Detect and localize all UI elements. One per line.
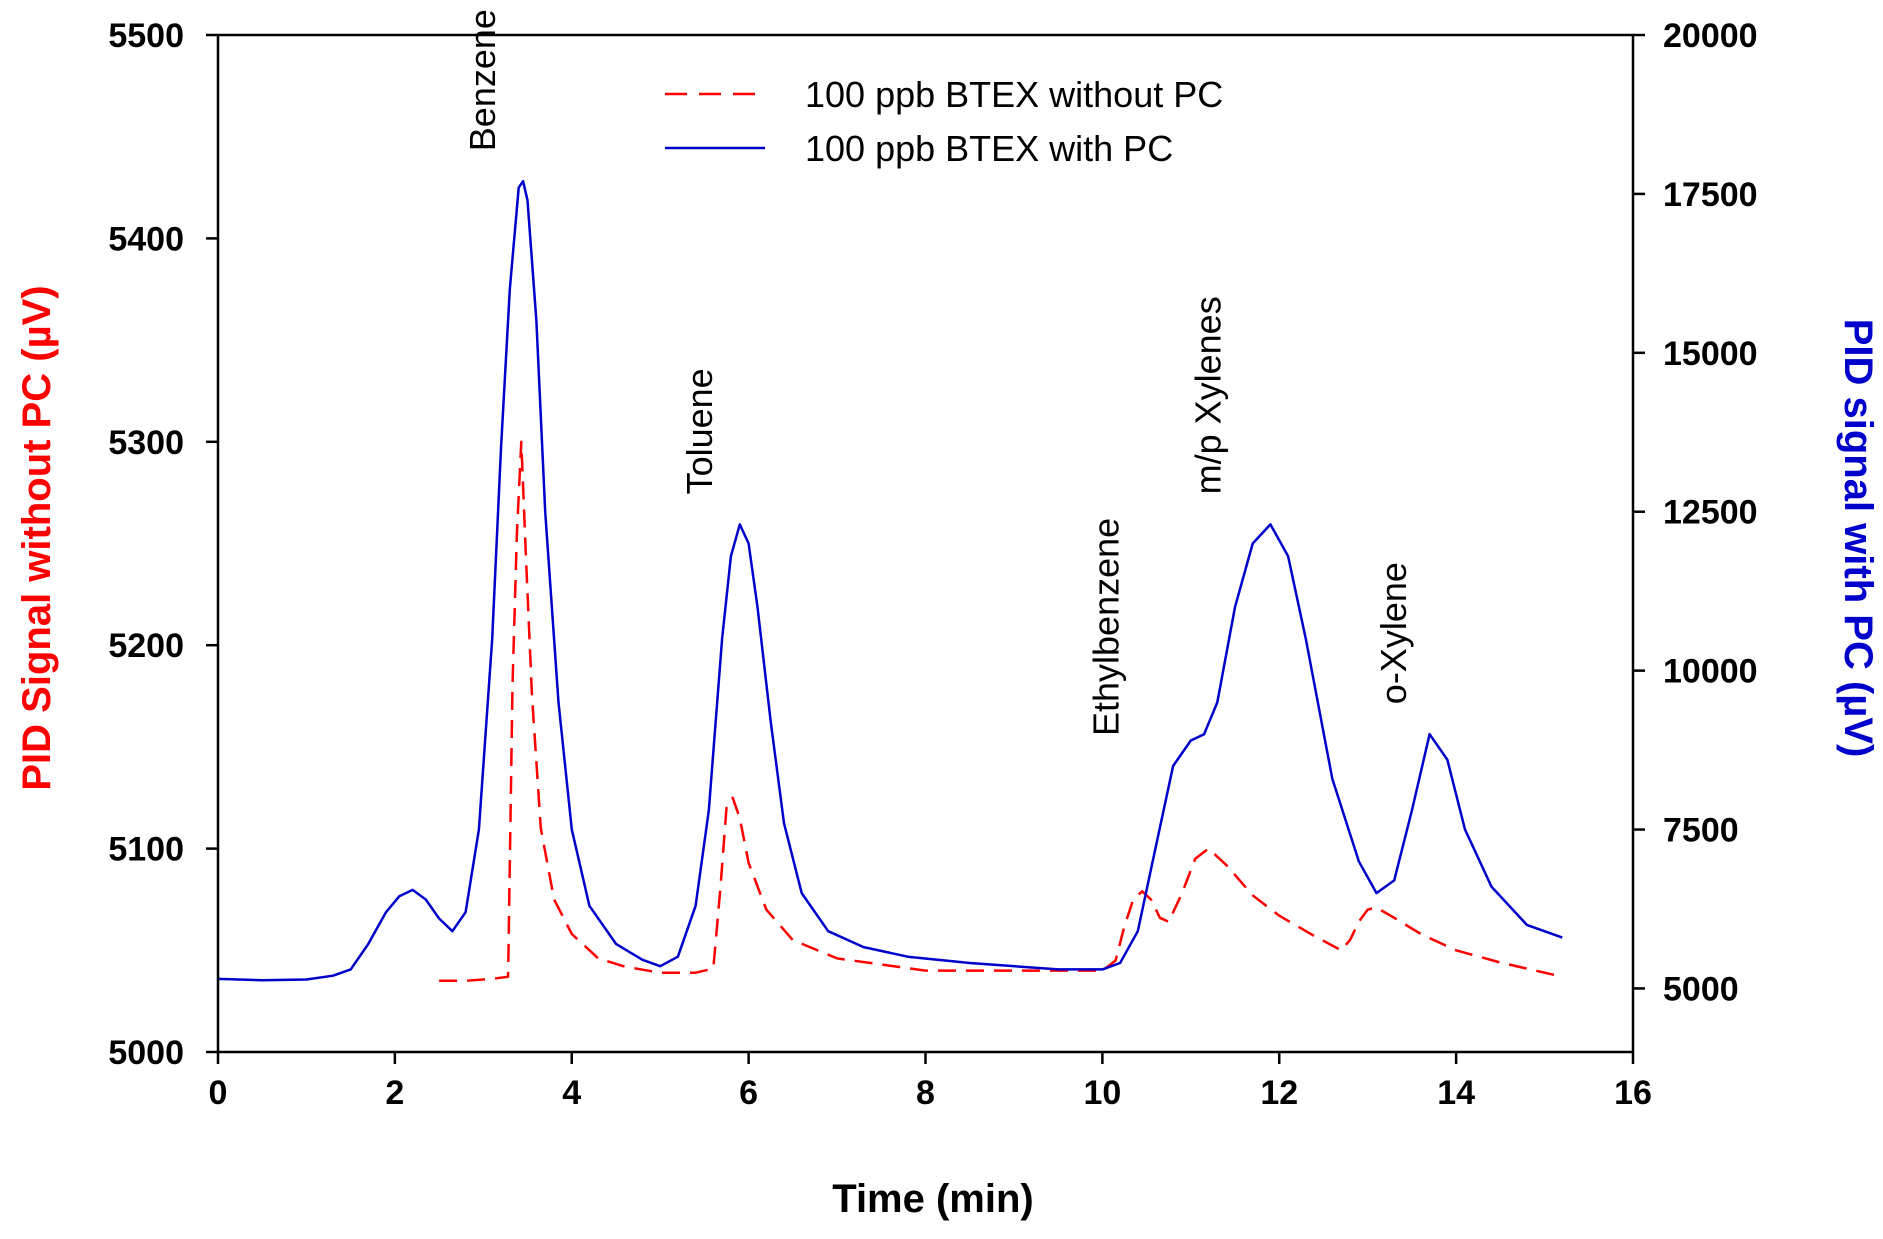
x-tick-label: 14 <box>1437 1074 1475 1112</box>
right-y-tick-label: 15000 <box>1663 335 1758 373</box>
x-tick-label: 12 <box>1260 1074 1298 1112</box>
right-y-axis-title: PID signal with PC (µV) <box>1836 319 1880 758</box>
x-tick-label: 8 <box>916 1074 935 1112</box>
right-y-tick-label: 5000 <box>1663 970 1739 1008</box>
peak-label: o-Xylene <box>1373 562 1414 704</box>
left-y-tick-label: 5400 <box>108 220 184 258</box>
x-axis-title: Time (min) <box>832 1177 1034 1221</box>
left-y-axis-title: PID Signal without PC (µV) <box>15 285 59 790</box>
legend-label-with-pc: 100 ppb BTEX with PC <box>805 128 1173 169</box>
right-y-tick-label: 20000 <box>1663 17 1758 55</box>
x-tick-label: 4 <box>562 1074 581 1112</box>
legend-label-without-pc: 100 ppb BTEX without PC <box>805 74 1223 115</box>
x-tick-label: 6 <box>739 1074 758 1112</box>
peak-label: Toluene <box>679 368 720 494</box>
left-y-tick-label: 5000 <box>108 1034 184 1072</box>
left-y-tick-label: 5100 <box>108 831 184 869</box>
left-y-tick-label: 5200 <box>108 627 184 665</box>
left-y-tick-label: 5500 <box>108 17 184 55</box>
legend: 100 ppb BTEX without PC 100 ppb BTEX wit… <box>665 74 1223 169</box>
right-y-tick-label: 10000 <box>1663 653 1758 691</box>
series-line-with-pc <box>217 179 1563 982</box>
x-tick-label: 2 <box>385 1074 404 1112</box>
peak-label: m/p Xylenes <box>1187 296 1228 494</box>
right-y-tick-label: 7500 <box>1663 812 1739 850</box>
right-y-tick-label: 17500 <box>1663 176 1758 214</box>
left-y-tick-label: 5300 <box>108 424 184 462</box>
x-tick-label: 0 <box>209 1074 228 1112</box>
right-y-tick-label: 12500 <box>1663 494 1758 532</box>
x-tick-label: 10 <box>1083 1074 1121 1112</box>
series-line-without-pc <box>439 440 1563 983</box>
peak-label: Benzene <box>462 9 503 151</box>
x-tick-label: 16 <box>1614 1074 1652 1112</box>
peak-label: Ethylbenzene <box>1086 518 1127 736</box>
